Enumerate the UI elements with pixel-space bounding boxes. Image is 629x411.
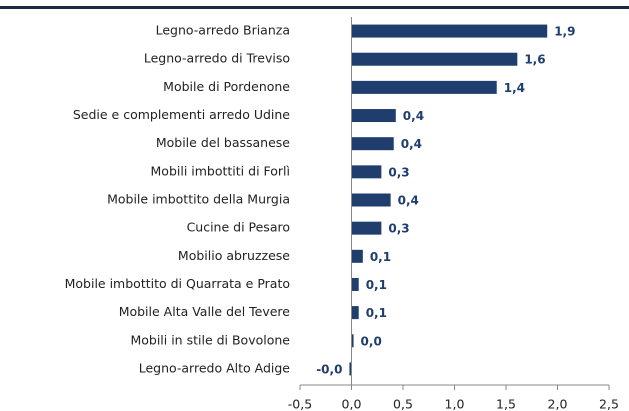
category-label: Mobile Alta Valle del Tevere (119, 304, 291, 319)
category-label: Legno-arredo Brianza (156, 23, 290, 38)
x-tick-label: 2,5 (599, 397, 619, 411)
category-label: Mobili imbottiti di Forlì (151, 163, 290, 178)
value-label: 1,9 (554, 25, 575, 39)
category-label: Mobili in stile di Bovolone (130, 332, 290, 347)
bar (351, 24, 548, 38)
bar (351, 221, 382, 235)
value-label: 0,1 (370, 250, 391, 264)
bar (351, 52, 518, 66)
value-label: -0,0 (316, 362, 342, 376)
category-label: Mobilio abruzzese (178, 248, 290, 263)
category-label: Legno-arredo Alto Adige (139, 360, 291, 375)
category-label: Mobile imbottito della Murgia (107, 192, 290, 207)
bar (351, 109, 396, 123)
bar (351, 80, 497, 94)
bar (351, 277, 359, 291)
bar (351, 193, 391, 207)
value-label: 1,6 (524, 53, 545, 67)
value-label: 1,4 (504, 81, 525, 95)
category-label: Cucine di Pesaro (187, 220, 290, 235)
value-label: 0,0 (361, 334, 382, 348)
value-label: 0,1 (366, 278, 387, 292)
top-rule (0, 6, 629, 9)
bar (349, 362, 352, 376)
x-tick-label: 0,5 (393, 397, 413, 411)
value-label: 0,4 (398, 194, 419, 208)
value-label: 0,3 (388, 222, 409, 236)
category-label: Mobile imbottito di Quarrata e Prato (65, 276, 290, 291)
bar (351, 334, 354, 348)
category-label: Mobile di Pordenone (163, 79, 290, 94)
x-tick-label: 1,5 (496, 397, 516, 411)
category-label: Legno-arredo di Treviso (144, 51, 290, 66)
x-tick-label: -0,5 (288, 397, 312, 411)
x-tick-label: 2,0 (548, 397, 568, 411)
bar (351, 165, 382, 179)
category-label: Sedie e complementi arredo Udine (73, 107, 290, 122)
category-label: Mobile del bassanese (156, 135, 290, 150)
bar (351, 249, 363, 263)
value-label: 0,3 (388, 165, 409, 179)
value-label: 0,1 (366, 306, 387, 320)
x-tick-label: 1,0 (445, 397, 465, 411)
value-label: 0,4 (401, 137, 422, 151)
x-tick-label: 0,0 (342, 397, 362, 411)
bar (351, 306, 359, 320)
value-label: 0,4 (403, 109, 424, 123)
bar (351, 137, 394, 151)
